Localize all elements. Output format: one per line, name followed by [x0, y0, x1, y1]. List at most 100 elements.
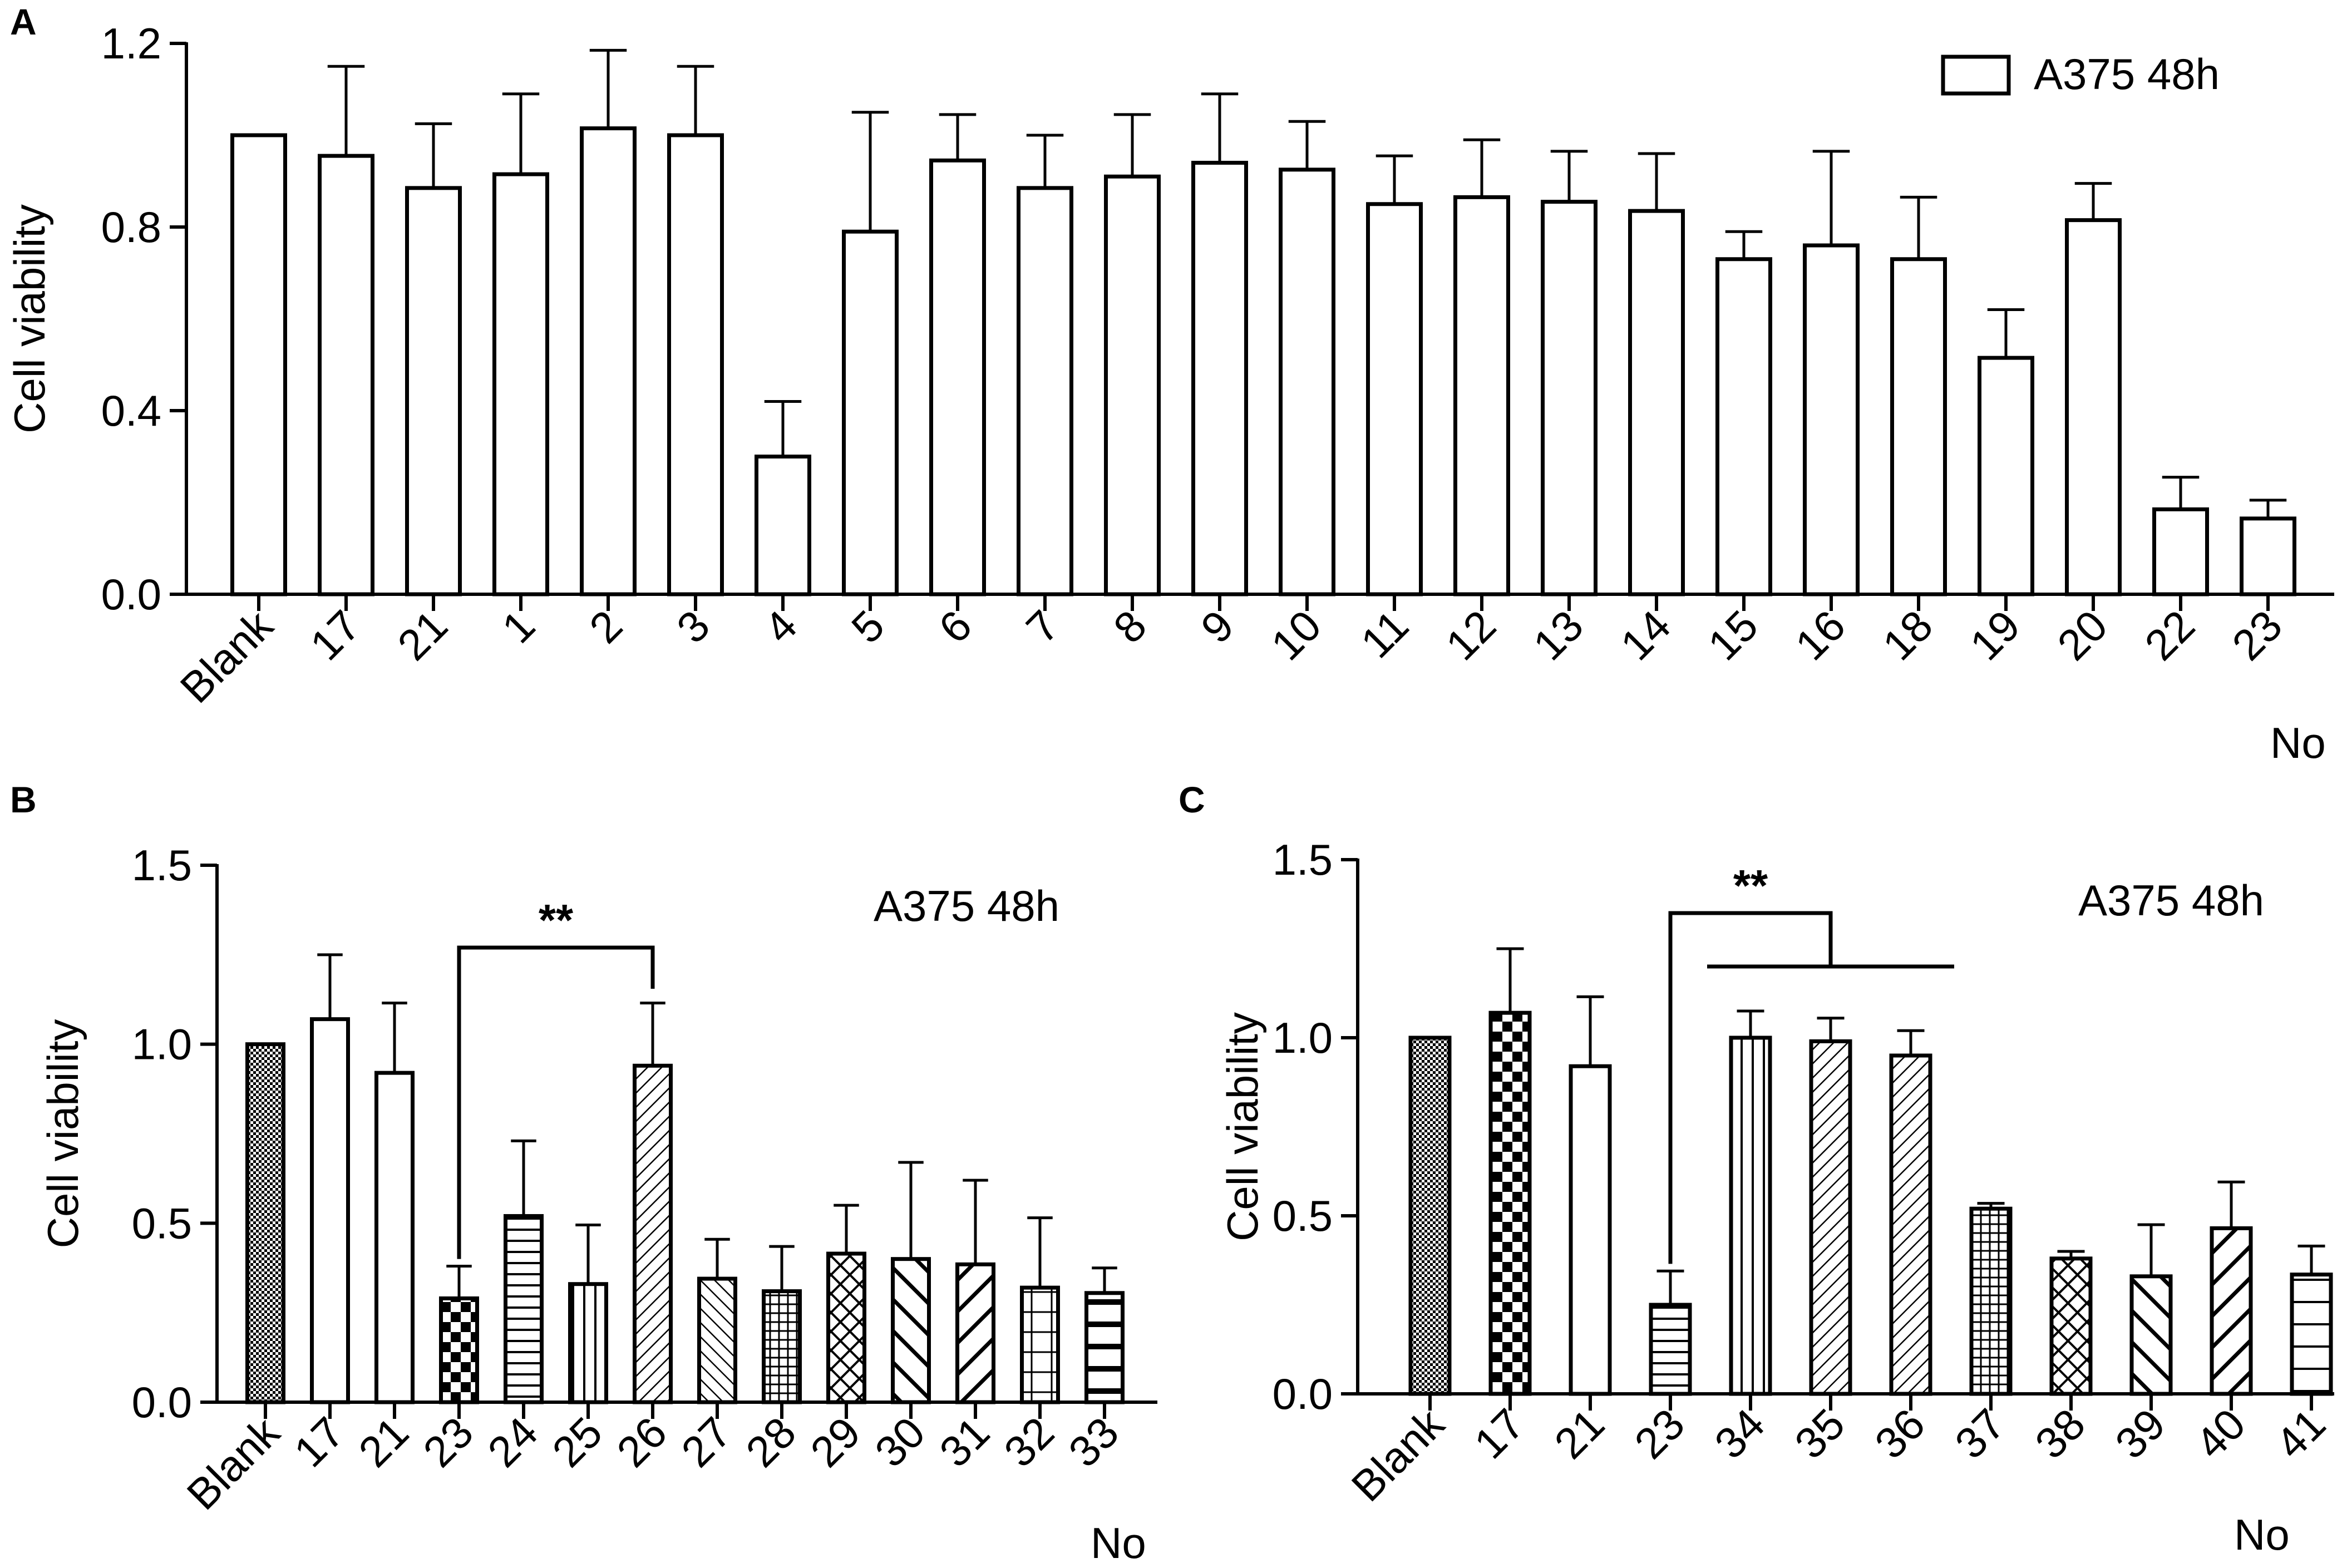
bar-2: [580, 126, 637, 596]
y-axis-title: Cell viability: [1218, 1012, 1267, 1241]
y-tick-label: 1.0: [132, 1020, 192, 1069]
bar-33: [1084, 1291, 1125, 1404]
bar-Blank: [1408, 1036, 1452, 1396]
bar-14: [1628, 209, 1685, 596]
x-tick-label-14: 14: [1611, 601, 1680, 670]
legend-label: A375 48h: [2034, 50, 2220, 98]
bar-5: [842, 229, 899, 596]
y-tick-label: 0.0: [132, 1378, 192, 1427]
x-tick-label-40: 40: [2186, 1399, 2255, 1468]
y-tick-label: 1.2: [101, 19, 161, 68]
panel-c: C 0.0 0.5 1.0 1.5 Cell viability Blank 17 21 23 34…: [1179, 779, 2335, 1559]
bar-24: [504, 1214, 544, 1404]
panel-b: B 0.0 0.5 1.0 1.5 Cell viability Blank17212324…: [10, 779, 1157, 1567]
x-axis-title: No: [1091, 1518, 1146, 1567]
bar-29: [826, 1251, 866, 1404]
bar-36: [1889, 1053, 1932, 1396]
panel-letter: A: [10, 1, 37, 42]
x-tick-label-37: 37: [1945, 1399, 2014, 1468]
bar-18: [1890, 257, 1947, 596]
bar-16: [1803, 243, 1860, 596]
bar-13: [1541, 200, 1598, 596]
x-tick-label-22: 22: [2135, 601, 2204, 670]
bar-23: [439, 1296, 479, 1404]
x-tick-label-3: 3: [667, 601, 719, 653]
x-tick-label-10: 10: [1261, 601, 1330, 670]
bar-32: [1020, 1285, 1060, 1404]
y-tick-label: 0.4: [101, 386, 161, 435]
significance-label: **: [539, 895, 574, 945]
bar-11: [1366, 202, 1423, 596]
x-tick-label-21: 21: [388, 601, 457, 670]
x-tick-label-31: 31: [930, 1408, 999, 1477]
bar-3: [667, 133, 724, 596]
x-tick-label-35: 35: [1785, 1399, 1854, 1468]
x-tick-label-23: 23: [1625, 1399, 1694, 1468]
bar-37: [1969, 1206, 2013, 1396]
x-tick-label-36: 36: [1865, 1399, 1934, 1468]
x-tick-label-18: 18: [1873, 601, 1942, 670]
x-tick-label-30: 30: [865, 1408, 934, 1477]
bar-Blank: [230, 133, 287, 596]
bar-12: [1453, 195, 1510, 596]
bar-8: [1104, 174, 1161, 596]
x-tick-label-21: 21: [349, 1408, 418, 1477]
x-tick-label-34: 34: [1705, 1399, 1774, 1468]
bar-31: [955, 1262, 995, 1404]
x-tick-label-2: 2: [580, 601, 632, 653]
y-tick-label: 0.0: [101, 570, 161, 619]
x-tick-label-21: 21: [1545, 1399, 1614, 1468]
bar-21: [374, 1071, 415, 1404]
bar-26: [633, 1063, 673, 1404]
x-tick-label-8: 8: [1104, 601, 1156, 653]
bar-10: [1279, 167, 1335, 596]
significance-label: **: [1733, 861, 1768, 910]
bar-15: [1715, 257, 1772, 596]
y-tick-label: 1.0: [1273, 1013, 1333, 1062]
bar-28: [762, 1289, 802, 1404]
bar-6: [929, 158, 986, 596]
x-tick-label-25: 25: [543, 1408, 612, 1477]
x-tick-label-39: 39: [2106, 1399, 2175, 1468]
x-tick-label-41: 41: [2266, 1399, 2335, 1468]
bar-22: [2152, 507, 2209, 596]
x-tick-label-1: 1: [492, 601, 544, 653]
x-tick-label-6: 6: [929, 601, 981, 653]
bar-21: [1569, 1064, 1612, 1396]
bar-1: [492, 172, 549, 596]
x-tick-label-15: 15: [1698, 601, 1767, 670]
bar-4: [755, 455, 811, 596]
x-tick-label-4: 4: [755, 601, 806, 653]
x-axis-title: No: [2234, 1510, 2290, 1559]
x-axis-title: No: [2270, 718, 2326, 767]
bar-21: [405, 186, 462, 596]
legend-label: A375 48h: [2078, 876, 2264, 925]
legend-swatch: [1941, 55, 2011, 96]
x-tick-label-20: 20: [2048, 601, 2117, 670]
x-tick-label-23: 23: [2222, 601, 2291, 670]
bar-7: [1017, 186, 1073, 596]
x-tick-label-Blank: Blank: [171, 600, 283, 712]
bar-34: [1729, 1036, 1772, 1396]
bar-Blank: [245, 1042, 285, 1404]
bar-20: [2065, 218, 2122, 596]
bar-25: [568, 1282, 608, 1404]
y-axis-title: Cell viability: [38, 1019, 87, 1249]
y-tick-label: 1.5: [1273, 835, 1333, 884]
y-tick-label: 0.5: [132, 1199, 192, 1248]
x-tick-label-13: 13: [1524, 601, 1592, 670]
bar-17: [318, 154, 374, 596]
x-tick-label-26: 26: [607, 1408, 676, 1477]
x-tick-label-38: 38: [2025, 1399, 2094, 1468]
x-tick-label-17: 17: [284, 1408, 353, 1477]
x-tick-label-5: 5: [842, 601, 894, 653]
x-tick-label-Blank: Blank: [1342, 1399, 1454, 1511]
x-tick-label-28: 28: [736, 1408, 805, 1477]
bar-23: [2240, 516, 2296, 596]
y-tick-label: 1.5: [132, 841, 192, 890]
bar-30: [891, 1257, 931, 1404]
significance-bracket: [1668, 911, 1833, 1264]
bar-9: [1191, 161, 1248, 596]
